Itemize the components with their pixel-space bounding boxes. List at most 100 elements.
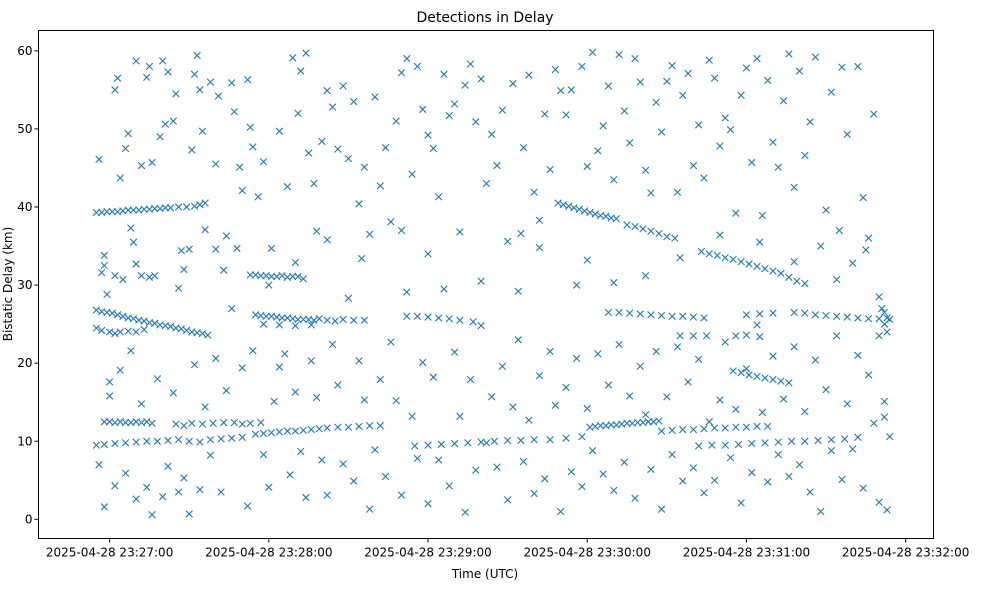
data-point [663,77,671,85]
data-point [108,207,116,216]
data-point [732,209,740,217]
data-point [567,468,575,476]
data-point [429,373,438,381]
data-point [870,419,878,428]
data-point [111,272,119,280]
data-point [413,454,422,463]
data-point [267,244,276,253]
data-point [878,304,886,313]
data-point [124,206,132,214]
data-point [371,93,379,101]
data-point [525,71,533,79]
data-point [100,251,108,260]
data-point [95,155,103,164]
data-point [883,328,891,336]
data-point [557,507,565,516]
data-point [100,440,108,449]
data-point [817,507,825,516]
data-point [679,312,687,321]
data-point [169,389,177,397]
data-point [132,57,140,65]
data-point [246,123,254,132]
data-point [700,489,708,497]
data-point [716,396,724,404]
data-point [419,105,427,114]
data-point [864,234,873,242]
data-point [769,267,777,275]
data-point [95,461,103,469]
data-point [350,477,358,485]
data-point [596,421,605,430]
data-point [119,275,127,284]
data-point [259,158,268,166]
data-point [668,426,676,435]
data-point [376,375,384,384]
data-point [801,279,809,288]
data-point [180,474,188,482]
data-point [164,462,172,470]
data-point [129,206,138,214]
data-point [580,207,589,215]
data-point [652,98,660,107]
data-point [641,272,650,280]
data-point [387,218,395,226]
data-point [777,377,785,385]
data-point [461,81,469,89]
data-point [875,332,883,340]
data-point [827,88,836,96]
data-point [710,424,719,432]
data-point [97,268,106,277]
data-point [315,425,323,433]
data-point [278,272,286,280]
data-point [307,425,315,434]
data-point [716,231,724,239]
data-point [217,488,225,496]
data-point [243,76,252,84]
data-point [259,429,268,438]
data-point [676,254,684,262]
data-point [424,250,432,258]
data-point [281,350,289,358]
data-point [787,437,796,445]
data-point [198,329,207,338]
data-point [424,441,432,449]
data-point [785,379,793,387]
data-point [145,273,154,281]
data-point [546,436,554,444]
data-point [283,427,292,435]
data-point [108,309,116,317]
data-point [843,313,851,321]
plot-frame [38,30,934,539]
data-point [143,73,151,82]
data-point [334,145,342,153]
data-point [583,404,591,413]
data-point [275,127,284,135]
data-point [647,465,655,474]
data-point [296,447,305,456]
data-point [238,420,246,428]
data-point [143,483,151,492]
data-point [220,266,228,274]
data-point [315,314,323,323]
data-point [641,411,650,419]
data-point [801,407,809,416]
data-point [381,143,390,152]
data-point [647,227,655,235]
data-point [355,422,363,431]
data-point [562,434,570,442]
data-point [424,131,432,139]
data-point [360,316,369,324]
data-point [132,328,140,336]
data-point [570,204,578,212]
data-point [121,469,130,477]
data-point [848,445,857,453]
data-point [304,149,313,157]
data-point [116,328,124,336]
data-point [705,56,713,64]
data-point [490,437,499,445]
data-point [591,210,599,218]
data-point [793,277,801,285]
data-point [514,336,522,344]
data-point [838,475,846,484]
data-point [331,317,339,325]
